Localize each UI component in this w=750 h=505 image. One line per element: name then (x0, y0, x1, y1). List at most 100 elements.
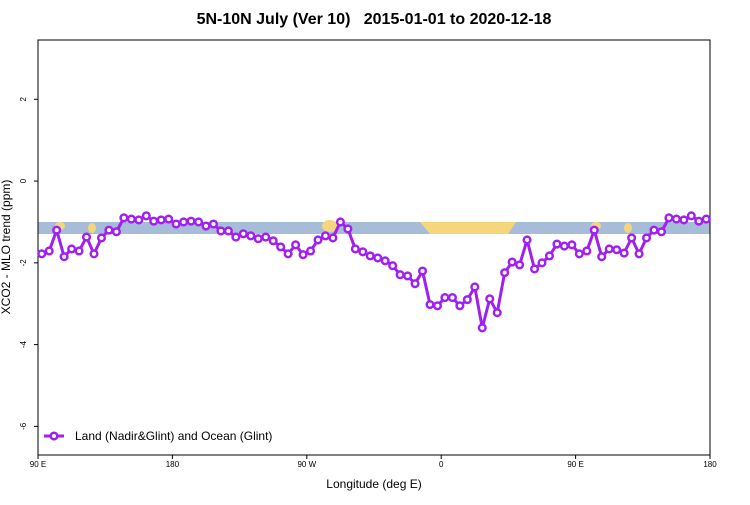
data-point (216, 226, 226, 236)
data-point (141, 211, 151, 221)
data-point (134, 215, 144, 225)
data-point (186, 216, 196, 226)
data-point (313, 235, 323, 245)
data-point (328, 233, 338, 243)
data-point (656, 227, 667, 237)
y-tick-label: -4 (19, 341, 28, 349)
data-point (201, 221, 211, 231)
data-point (701, 214, 711, 224)
x-tick-label: 90 E (567, 460, 583, 469)
data-point (664, 213, 674, 223)
land-patch (322, 220, 338, 232)
data-point (238, 229, 248, 239)
data-point (537, 258, 547, 268)
data-point (432, 301, 443, 311)
data-point (320, 231, 331, 241)
data-point (395, 270, 405, 280)
y-tick-label: -2 (19, 259, 28, 267)
data-point (440, 293, 450, 303)
data-point (492, 308, 502, 318)
data-point (544, 251, 555, 261)
data-point (612, 245, 622, 255)
data-point (52, 225, 62, 235)
data-point (686, 211, 696, 221)
y-axis-label: XCO2 - MLO trend (ppm) (0, 180, 13, 315)
data-point (276, 242, 286, 252)
data-point (477, 323, 487, 333)
data-point (582, 246, 592, 256)
data-point (522, 235, 532, 245)
data-point (104, 225, 114, 235)
data-point (156, 215, 166, 225)
data-point (649, 225, 659, 235)
y-tick-label: 2 (19, 97, 28, 102)
data-point (179, 217, 189, 227)
data-point (81, 232, 92, 242)
land-patch (88, 223, 96, 233)
data-point (74, 246, 84, 256)
data-point (89, 249, 99, 259)
data-point (223, 226, 233, 236)
data-point (507, 257, 517, 267)
x-axis-label: Longitude (deg E) (326, 477, 421, 491)
data-point (44, 246, 54, 256)
data-point (619, 248, 629, 258)
data-point (388, 261, 398, 271)
data-point (634, 249, 644, 259)
data-point (589, 225, 599, 235)
data-point (694, 216, 704, 226)
data-point (410, 279, 420, 289)
data-point (447, 293, 457, 303)
data-point (208, 219, 219, 229)
data-point (627, 233, 637, 243)
y-tick-label: -6 (19, 422, 28, 430)
land-patch (420, 222, 516, 234)
chart-title: 5N-10N July (Ver 10) 2015-01-01 to 2020-… (197, 11, 552, 28)
data-point (343, 224, 353, 234)
data-point (403, 271, 413, 281)
data-point (365, 251, 375, 261)
data-point (37, 249, 47, 259)
data-point (604, 244, 614, 254)
data-point (380, 256, 390, 266)
data-point (149, 216, 159, 226)
data-point (485, 294, 495, 304)
data-point (455, 301, 465, 311)
data-point (641, 233, 652, 243)
data-point (59, 252, 69, 262)
data-point (164, 214, 174, 224)
legend-label: Land (Nadir&Glint) and Ocean (Glint) (75, 429, 272, 443)
data-point (529, 264, 540, 274)
data-point (253, 234, 263, 244)
data-point (470, 282, 480, 292)
data-point (111, 227, 121, 237)
land-patch (624, 223, 632, 233)
data-point (671, 214, 681, 224)
data-point (373, 253, 383, 263)
data-point (291, 240, 301, 250)
data-point (193, 217, 204, 227)
legend-marker (49, 431, 59, 441)
data-point (559, 241, 569, 251)
data-point (567, 240, 577, 250)
data-point (231, 232, 241, 242)
plot-frame (37, 39, 711, 456)
data-point (574, 249, 584, 259)
data-point (500, 268, 510, 278)
data-point (67, 244, 77, 254)
x-tick-label: 90 E (30, 460, 46, 469)
data-point (335, 217, 345, 227)
data-point (119, 213, 129, 223)
data-point (417, 266, 428, 276)
data-point (305, 246, 316, 256)
x-tick-label: 90 W (297, 460, 316, 469)
data-point (679, 215, 689, 225)
data-point (597, 252, 607, 262)
data-point (515, 260, 525, 270)
y-tick-label: 0 (19, 178, 28, 183)
data-point (261, 232, 271, 242)
data-point (462, 295, 472, 305)
data-point (171, 219, 181, 229)
x-tick-label: 180 (703, 460, 717, 469)
data-point (126, 214, 136, 224)
